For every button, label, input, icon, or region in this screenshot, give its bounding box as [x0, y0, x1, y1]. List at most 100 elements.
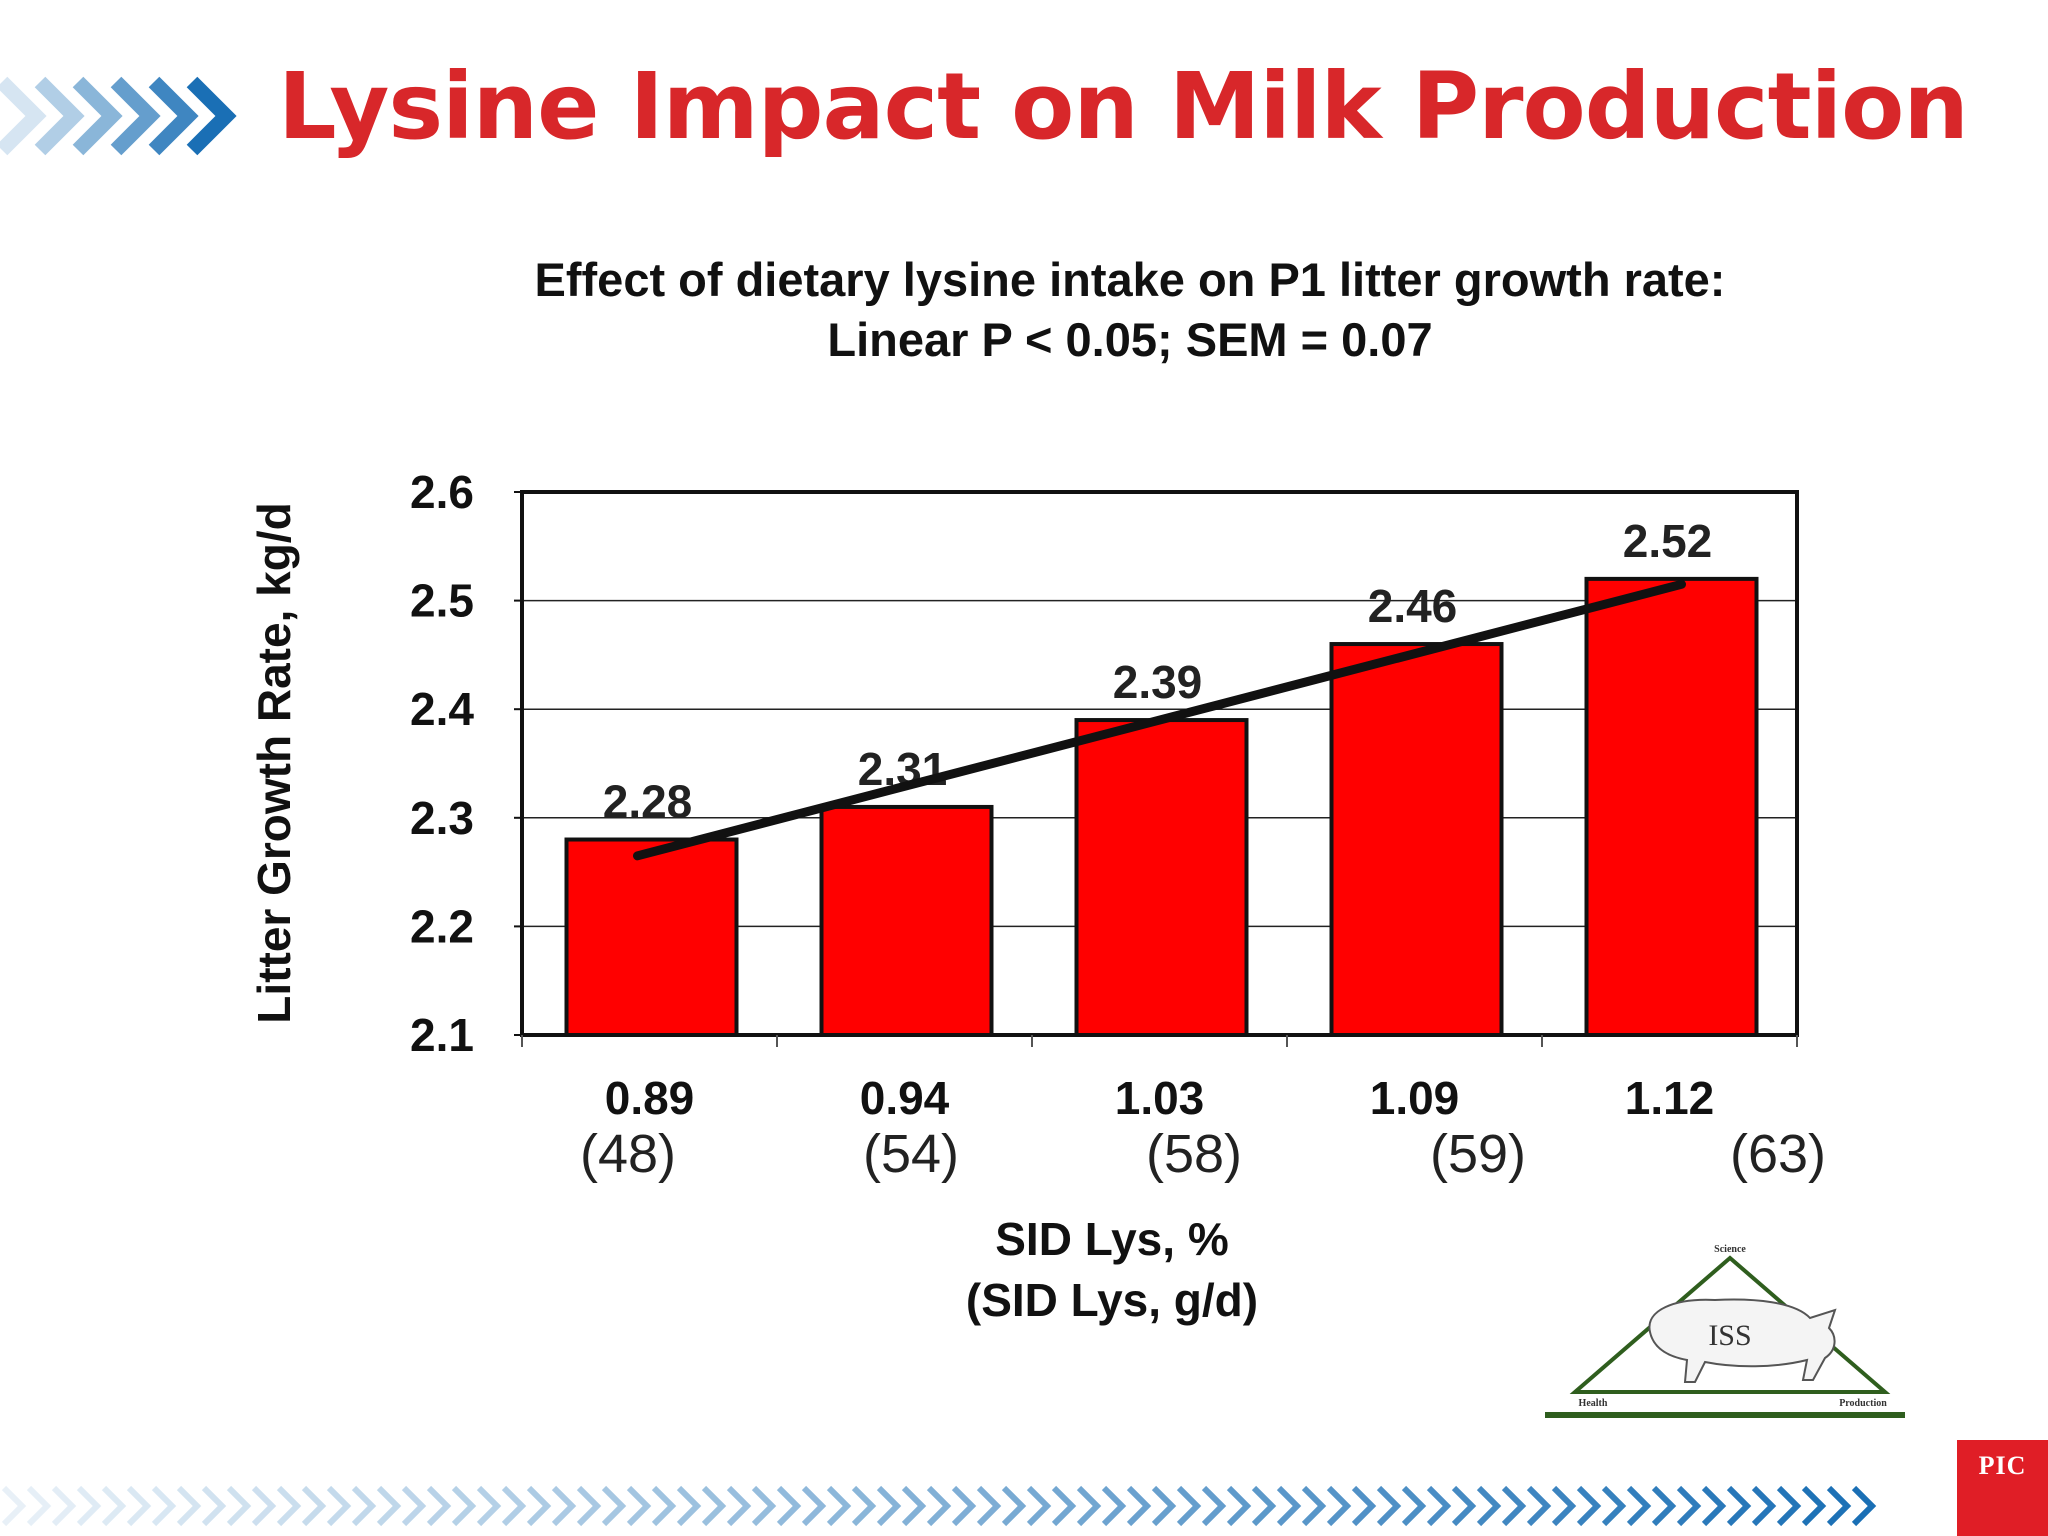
footer-chevrons-icon	[1, 1485, 1877, 1527]
x-sub-label: (48)	[580, 1124, 676, 1184]
chevron-icon	[201, 1485, 227, 1527]
data-label: 2.28	[603, 776, 693, 828]
chevron-icon	[276, 1485, 302, 1527]
chevron-icon	[776, 1485, 802, 1527]
x-tick-label: 0.94	[860, 1072, 950, 1124]
chevron-icon	[1076, 1485, 1102, 1527]
x-axis-label-2: (SID Lys, g/d)	[966, 1274, 1258, 1326]
chevron-icon	[376, 1485, 402, 1527]
chevron-icon	[1176, 1485, 1202, 1527]
y-axis-label: Litter Growth Rate, kg/d	[248, 502, 300, 1023]
data-label: 2.39	[1113, 656, 1203, 708]
chevron-icon	[1751, 1485, 1777, 1527]
chevron-icon	[351, 1485, 377, 1527]
bar	[564, 837, 739, 1038]
chevron-icon	[186, 76, 237, 156]
chevron-icon	[1701, 1485, 1727, 1527]
chevron-icon	[876, 1485, 902, 1527]
chevron-icon	[226, 1485, 252, 1527]
chevron-icon	[551, 1485, 577, 1527]
chevron-icon	[110, 76, 161, 156]
chevron-icon	[651, 1485, 677, 1527]
chevron-icon	[601, 1485, 627, 1527]
chevron-icon	[1, 1485, 27, 1527]
chevron-icon	[1426, 1485, 1452, 1527]
x-sub-label: (59)	[1430, 1124, 1526, 1184]
chevron-icon	[1051, 1485, 1077, 1527]
x-sub-label: (54)	[863, 1124, 959, 1184]
chevron-icon	[1251, 1485, 1277, 1527]
slide-title: Lysine Impact on Milk Production	[278, 53, 1969, 160]
chevron-icon	[1226, 1485, 1252, 1527]
y-tick-label: 2.3	[410, 792, 474, 844]
trendline	[633, 579, 1686, 861]
chevron-icon	[1726, 1485, 1752, 1527]
chevron-icon	[576, 1485, 602, 1527]
bar	[819, 804, 994, 1037]
chevron-icon	[1676, 1485, 1702, 1527]
chevron-icon	[251, 1485, 277, 1527]
chevron-icon	[926, 1485, 952, 1527]
bar-chart: 2.62.52.42.32.22.12.282.312.392.462.520.…	[248, 466, 1826, 1326]
chevron-icon	[1851, 1485, 1877, 1527]
chevron-icon	[301, 1485, 327, 1527]
chevron-icon	[26, 1485, 52, 1527]
chevron-icon	[1801, 1485, 1827, 1527]
pic-logo: PIC	[1957, 1440, 2048, 1536]
chevron-icon	[1276, 1485, 1302, 1527]
chevron-icon	[1601, 1485, 1627, 1527]
chevron-icon	[1351, 1485, 1377, 1527]
chevron-icon	[1551, 1485, 1577, 1527]
chevron-icon	[1201, 1485, 1227, 1527]
chevron-icon	[126, 1485, 152, 1527]
chevron-icon	[326, 1485, 352, 1527]
chevron-icon	[426, 1485, 452, 1527]
data-label: 2.52	[1623, 515, 1713, 567]
chevron-icon	[72, 76, 123, 156]
chevron-icon	[1151, 1485, 1177, 1527]
chevron-icon	[1326, 1485, 1352, 1527]
chevron-icon	[1501, 1485, 1527, 1527]
chevron-icon	[801, 1485, 827, 1527]
chevron-icon	[1626, 1485, 1652, 1527]
chevron-icon	[726, 1485, 752, 1527]
chevron-icon	[526, 1485, 552, 1527]
chevron-icon	[101, 1485, 127, 1527]
chevron-icon	[1001, 1485, 1027, 1527]
x-sub-label: (58)	[1146, 1124, 1242, 1184]
iss-pig-logo: ISS Science Health Production	[1545, 1244, 1905, 1418]
y-tick-label: 2.5	[410, 575, 474, 627]
chevron-icon	[826, 1485, 852, 1527]
chevron-icon	[1576, 1485, 1602, 1527]
x-axis-label: SID Lys, %	[995, 1213, 1228, 1265]
chevron-icon	[951, 1485, 977, 1527]
chevron-icon	[1651, 1485, 1677, 1527]
chevron-icon	[626, 1485, 652, 1527]
chevron-icon	[1526, 1485, 1552, 1527]
chevron-icon	[151, 1485, 177, 1527]
chevron-icon	[1476, 1485, 1502, 1527]
chart-title: Effect of dietary lysine intake on P1 li…	[534, 253, 1726, 306]
chevron-icon	[1451, 1485, 1477, 1527]
chevron-icon	[148, 76, 199, 156]
y-tick-label: 2.4	[410, 683, 474, 735]
iss-logo-text: ISS	[1708, 1319, 1751, 1352]
chevron-icon	[451, 1485, 477, 1527]
chevron-icon	[1401, 1485, 1427, 1527]
chevron-icon	[1126, 1485, 1152, 1527]
chevron-icon	[0, 76, 47, 156]
chevron-icon	[751, 1485, 777, 1527]
chevron-icon	[476, 1485, 502, 1527]
chevron-icon	[1101, 1485, 1127, 1527]
iss-logo-right-text: Production	[1839, 1398, 1887, 1409]
chevron-icon	[1376, 1485, 1402, 1527]
chevron-icon	[1301, 1485, 1327, 1527]
chevron-icon	[1776, 1485, 1802, 1527]
iss-logo-underline	[1545, 1412, 1905, 1418]
bar	[1074, 718, 1249, 1037]
x-tick-label: 1.03	[1115, 1072, 1205, 1124]
chevron-icon	[501, 1485, 527, 1527]
x-tick-label: 1.12	[1625, 1072, 1715, 1124]
chevron-icon	[176, 1485, 202, 1527]
